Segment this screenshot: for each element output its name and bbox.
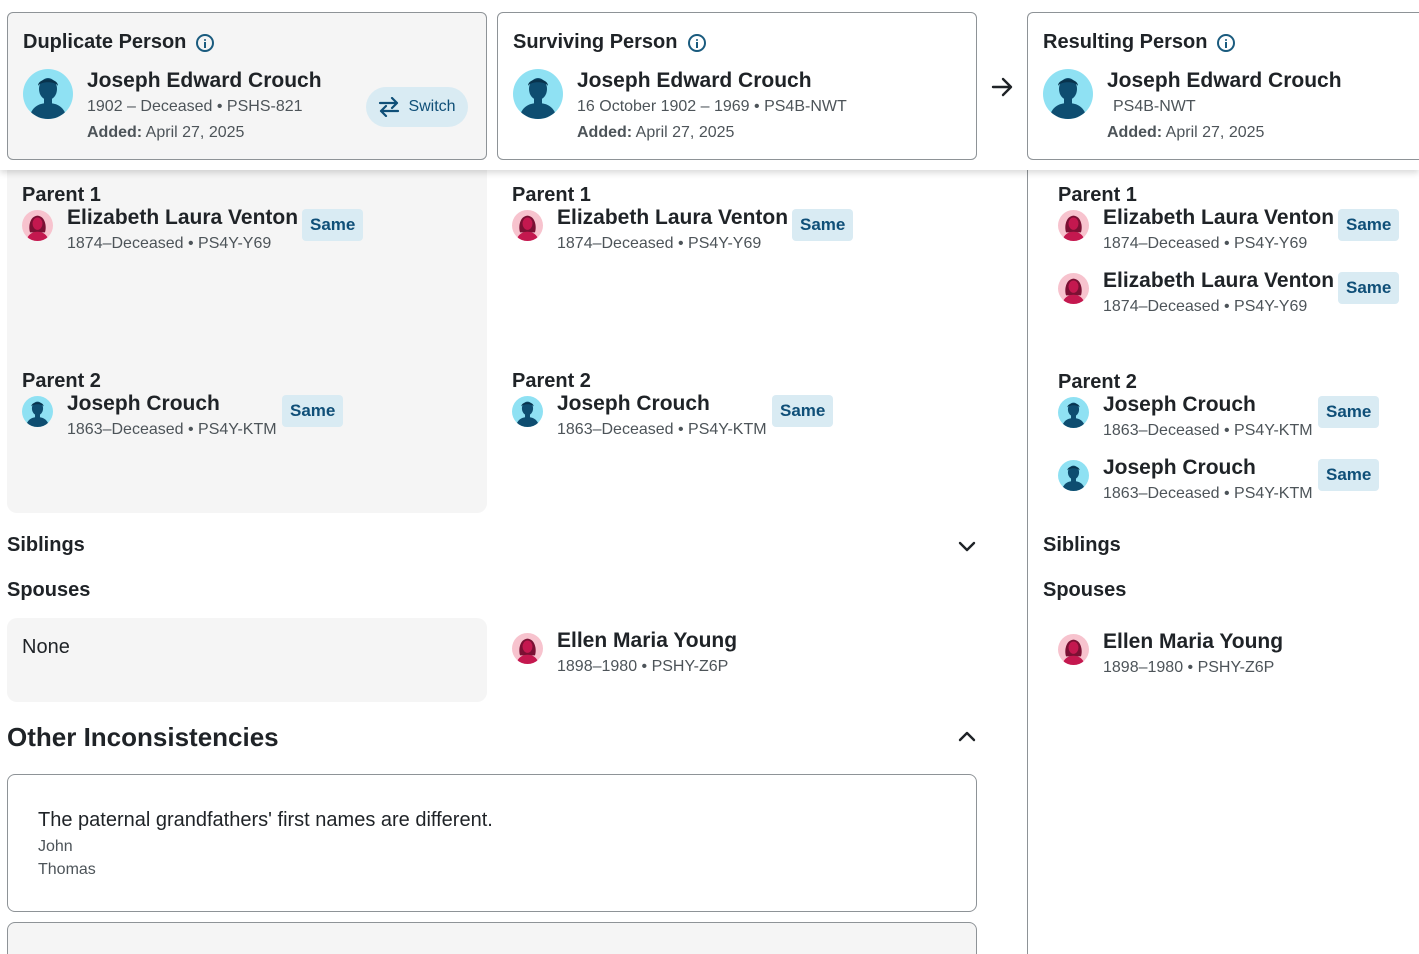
- same-badge: Same: [1318, 459, 1380, 491]
- female-avatar-icon: [1058, 273, 1089, 304]
- added-date: April 27, 2025: [635, 124, 735, 141]
- duplicate-person-name[interactable]: Joseph Edward Crouch: [87, 69, 322, 92]
- chevron-up-icon[interactable]: [958, 730, 976, 742]
- male-avatar-icon: [513, 69, 563, 119]
- person-meta: 1874–Deceased • PS4Y-Y69: [1103, 298, 1308, 315]
- resulting-person-title: Resulting Person: [1043, 31, 1236, 54]
- person-meta: 1863–Deceased • PS4Y-KTM: [1103, 485, 1313, 502]
- person-meta: 1863–Deceased • PS4Y-KTM: [1103, 422, 1313, 439]
- other-inconsistencies-title[interactable]: Other Inconsistencies: [7, 722, 279, 752]
- surviving-person-title-text: Surviving Person: [513, 31, 678, 53]
- person-name[interactable]: Elizabeth Laura Venton: [1103, 206, 1335, 229]
- person-name[interactable]: Ellen Maria Young: [557, 629, 738, 652]
- parent2-label: Parent 2: [512, 370, 591, 392]
- parent1-label: Parent 1: [22, 184, 101, 206]
- person-header-band: Duplicate Person Joseph Edward Crouch 19…: [0, 0, 1419, 170]
- arrow-right-icon: [991, 77, 1013, 97]
- spouses-label: Spouses: [7, 579, 91, 601]
- person-meta: 1863–Deceased • PS4Y-KTM: [67, 421, 277, 438]
- resulting-column-divider: [1027, 170, 1028, 954]
- male-avatar-icon: [1058, 397, 1089, 428]
- resulting-person-card: Resulting Person Joseph Edward Crouch PS…: [1027, 12, 1419, 160]
- person-name[interactable]: Elizabeth Laura Venton: [67, 206, 299, 229]
- same-badge: Same: [282, 395, 344, 427]
- person-name[interactable]: Ellen Maria Young: [1103, 630, 1284, 653]
- duplicate-person-title-text: Duplicate Person: [23, 31, 187, 53]
- person-meta: 1874–Deceased • PS4Y-Y69: [1103, 235, 1308, 252]
- female-avatar-icon: [512, 633, 543, 664]
- parent2-label: Parent 2: [22, 370, 101, 392]
- info-icon[interactable]: [196, 33, 215, 52]
- female-avatar-icon: [512, 210, 543, 241]
- same-badge: Same: [772, 395, 834, 427]
- person-name[interactable]: Joseph Crouch: [1103, 456, 1256, 479]
- resulting-person-meta: PS4B-NWT: [1113, 98, 1196, 115]
- female-avatar-icon: [1058, 210, 1089, 241]
- person-meta: 1874–Deceased • PS4Y-Y69: [67, 235, 272, 252]
- person-name[interactable]: Joseph Crouch: [1103, 393, 1256, 416]
- same-badge: Same: [792, 209, 854, 241]
- inconsistency-value: John: [38, 838, 73, 855]
- added-date: April 27, 2025: [1165, 124, 1265, 141]
- parent1-label: Parent 1: [512, 184, 591, 206]
- duplicate-person-meta: 1902 – Deceased • PSHS-821: [87, 98, 303, 115]
- person-meta: 1874–Deceased • PS4Y-Y69: [557, 235, 762, 252]
- same-badge: Same: [1338, 272, 1400, 304]
- surviving-person-card: Surviving Person Joseph Edward Crouch 16…: [497, 12, 977, 160]
- male-avatar-icon: [23, 69, 73, 119]
- spouses-label: Spouses: [1043, 579, 1127, 601]
- same-badge: Same: [1338, 209, 1400, 241]
- surviving-person-title: Surviving Person: [513, 31, 706, 54]
- female-avatar-icon: [1058, 634, 1089, 665]
- person-meta: 1898–1980 • PSHY-Z6P: [557, 658, 729, 675]
- switch-button[interactable]: Switch: [366, 87, 468, 127]
- switch-button-label: Switch: [408, 98, 456, 115]
- male-avatar-icon: [1058, 460, 1089, 491]
- swap-arrows-icon: [379, 97, 400, 117]
- duplicate-column-panel: [7, 170, 487, 513]
- inconsistency-card: The paternal grandfathers' first names a…: [7, 774, 977, 912]
- none-text: None: [22, 636, 70, 658]
- resulting-person-name[interactable]: Joseph Edward Crouch: [1107, 69, 1342, 92]
- surviving-person-name[interactable]: Joseph Edward Crouch: [577, 69, 812, 92]
- added-label: Added:: [87, 124, 143, 141]
- chevron-down-icon[interactable]: [958, 541, 976, 553]
- siblings-label[interactable]: Siblings: [7, 534, 85, 556]
- parent1-label: Parent 1: [1058, 184, 1137, 206]
- person-name[interactable]: Joseph Crouch: [557, 392, 710, 415]
- info-icon[interactable]: [687, 33, 706, 52]
- same-badge: Same: [302, 209, 364, 241]
- surviving-person-meta: 16 October 1902 – 1969 • PS4B-NWT: [577, 98, 847, 115]
- added-label: Added:: [577, 124, 633, 141]
- surviving-person-added: Added: April 27, 2025: [577, 124, 734, 142]
- added-label: Added:: [1107, 124, 1163, 141]
- male-avatar-icon: [1043, 69, 1093, 119]
- male-avatar-icon: [512, 396, 543, 427]
- person-name[interactable]: Joseph Crouch: [67, 392, 220, 415]
- added-date: April 27, 2025: [145, 124, 245, 141]
- duplicate-person-added: Added: April 27, 2025: [87, 124, 244, 142]
- parent2-label: Parent 2: [1058, 371, 1137, 393]
- inconsistency-message: The paternal grandfathers' first names a…: [38, 809, 493, 831]
- info-icon[interactable]: [1217, 33, 1236, 52]
- same-badge: Same: [1318, 396, 1380, 428]
- duplicate-person-card: Duplicate Person Joseph Edward Crouch 19…: [7, 12, 487, 160]
- siblings-label: Siblings: [1043, 534, 1121, 556]
- duplicate-spouses-panel: None: [7, 618, 487, 702]
- person-meta: 1863–Deceased • PS4Y-KTM: [557, 421, 767, 438]
- inconsistency-card: [7, 922, 977, 954]
- female-avatar-icon: [22, 210, 53, 241]
- inconsistency-value: Thomas: [38, 861, 96, 878]
- duplicate-person-title: Duplicate Person: [23, 31, 215, 54]
- resulting-person-title-text: Resulting Person: [1043, 31, 1208, 53]
- person-name[interactable]: Elizabeth Laura Venton: [557, 206, 789, 229]
- resulting-person-added: Added: April 27, 2025: [1107, 124, 1264, 142]
- person-name[interactable]: Elizabeth Laura Venton: [1103, 269, 1335, 292]
- person-meta: 1898–1980 • PSHY-Z6P: [1103, 659, 1275, 676]
- male-avatar-icon: [22, 396, 53, 427]
